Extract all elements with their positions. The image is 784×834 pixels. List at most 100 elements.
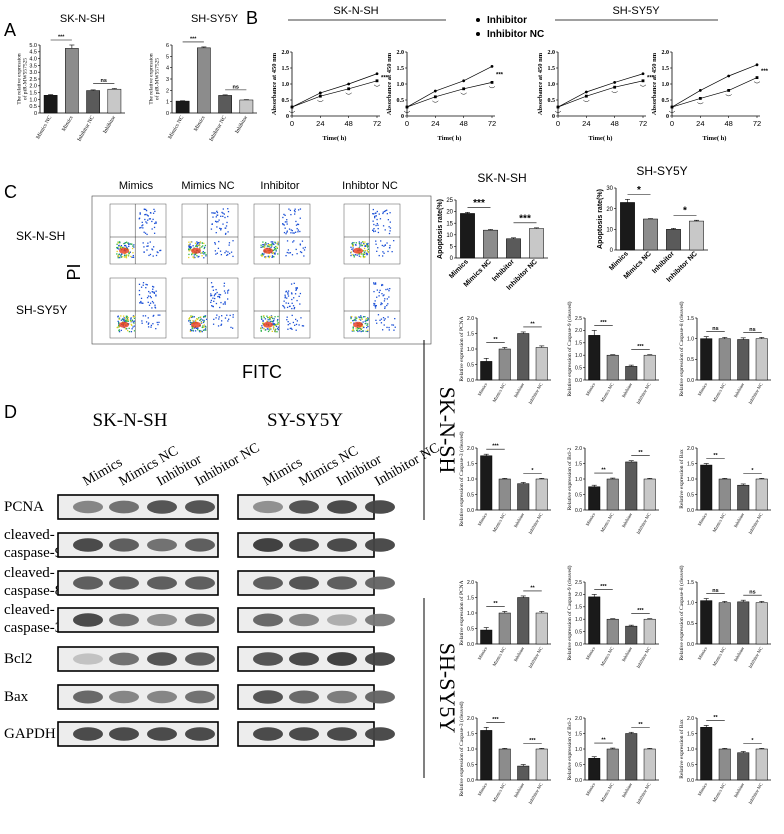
flow-event <box>384 318 386 320</box>
flow-event <box>261 325 263 327</box>
flow-event <box>286 240 289 242</box>
flow-event <box>260 246 262 249</box>
flow-event <box>367 245 369 247</box>
flow-event <box>274 330 276 332</box>
flow-event <box>381 284 384 286</box>
flow-event <box>269 244 271 246</box>
y-tick-label: 0 <box>552 114 555 120</box>
flow-event <box>122 319 125 321</box>
flow-event <box>268 329 271 331</box>
flow-event <box>215 221 218 223</box>
flow-event <box>358 253 360 255</box>
flow-event <box>364 241 366 243</box>
flow-event <box>144 315 147 317</box>
flow-plot-frame <box>253 203 311 265</box>
flow-event <box>142 224 144 226</box>
flow-event <box>188 244 190 246</box>
category-label: Inhibitor NC <box>747 382 763 405</box>
flow-event <box>121 246 124 249</box>
flow-event <box>265 241 267 244</box>
flow-event <box>389 221 391 223</box>
significance-label: ** <box>530 321 535 327</box>
blot-title-left: SK-N-SH <box>93 410 168 431</box>
flow-event <box>224 303 226 305</box>
bar <box>643 354 656 381</box>
flow-event <box>140 302 142 304</box>
flow-event <box>289 252 292 254</box>
bar <box>755 338 768 381</box>
flow-event <box>227 231 229 233</box>
y-tick-label: 0.0 <box>687 508 694 514</box>
flow-event <box>375 305 377 307</box>
bar <box>737 601 750 645</box>
x-tick-label: 24 <box>431 119 439 128</box>
flow-event <box>381 303 383 305</box>
bar <box>498 478 511 511</box>
significance-label: *** <box>600 320 607 326</box>
flow-event <box>188 320 190 322</box>
error-mark <box>611 91 618 93</box>
flow-event <box>189 321 192 323</box>
y-tick-label: 1 <box>166 100 169 106</box>
blot-band <box>289 727 319 741</box>
flow-event <box>268 316 270 319</box>
flow-event <box>260 317 263 319</box>
flow-event <box>294 318 297 321</box>
flow-event <box>350 317 352 320</box>
flow-event <box>293 297 295 299</box>
flow-event <box>269 317 271 320</box>
flow-event <box>367 248 370 250</box>
flow-event <box>373 223 375 226</box>
data-point <box>698 97 702 100</box>
flow-event <box>140 300 142 303</box>
significance-label: *** <box>761 69 769 75</box>
flow-event <box>286 230 288 232</box>
flow-event <box>203 242 205 245</box>
line-chart-b4: 0 0.5 1.0 1.5 2.0 0 24 48 72 Time( h) Absorbance a… <box>651 50 769 142</box>
series-line <box>671 77 758 108</box>
flow-event <box>261 246 264 248</box>
flow-event <box>157 323 159 326</box>
y-tick-label: 1.0 <box>687 747 694 753</box>
flow-event <box>213 295 216 297</box>
flow-event <box>193 316 195 318</box>
flow-event <box>197 245 199 247</box>
flow-event <box>144 232 147 234</box>
flow-event <box>364 320 366 322</box>
flow-event <box>200 322 203 324</box>
flow-event <box>366 319 369 321</box>
bar <box>755 478 768 511</box>
flow-event <box>116 247 119 250</box>
y-tick-label: 3.5 <box>29 63 37 69</box>
category-label: Inhibitor NC <box>527 646 543 669</box>
flow-event <box>263 244 265 246</box>
flow-event <box>271 317 274 320</box>
bar-chart-a2: 0 1 2 3 4 5 6 The relative expression of piR-MW5… <box>149 13 257 142</box>
flow-event <box>197 242 200 244</box>
flow-event <box>118 322 120 324</box>
flow-event <box>266 315 268 317</box>
y-tick-label: 0.5 <box>397 98 405 104</box>
y-axis-label: Absorbance at 450 nm <box>537 52 544 115</box>
flow-event <box>295 248 297 251</box>
bar <box>483 229 498 259</box>
y-tick-label: 4.0 <box>29 57 37 63</box>
x-tick-label: 48 <box>610 119 618 128</box>
x-tick-label: 0 <box>670 119 674 128</box>
flow-event <box>188 241 190 243</box>
flow-event <box>152 291 154 293</box>
data-point <box>755 63 759 67</box>
flow-event <box>193 254 195 256</box>
flow-plot <box>181 277 239 339</box>
flow-event <box>291 254 294 256</box>
blot-band <box>253 690 283 704</box>
flow-event <box>147 245 149 247</box>
flow-event <box>363 243 365 246</box>
flow-plot <box>109 203 167 265</box>
error-mark <box>583 99 590 102</box>
x-tick-label: 72 <box>753 119 761 128</box>
